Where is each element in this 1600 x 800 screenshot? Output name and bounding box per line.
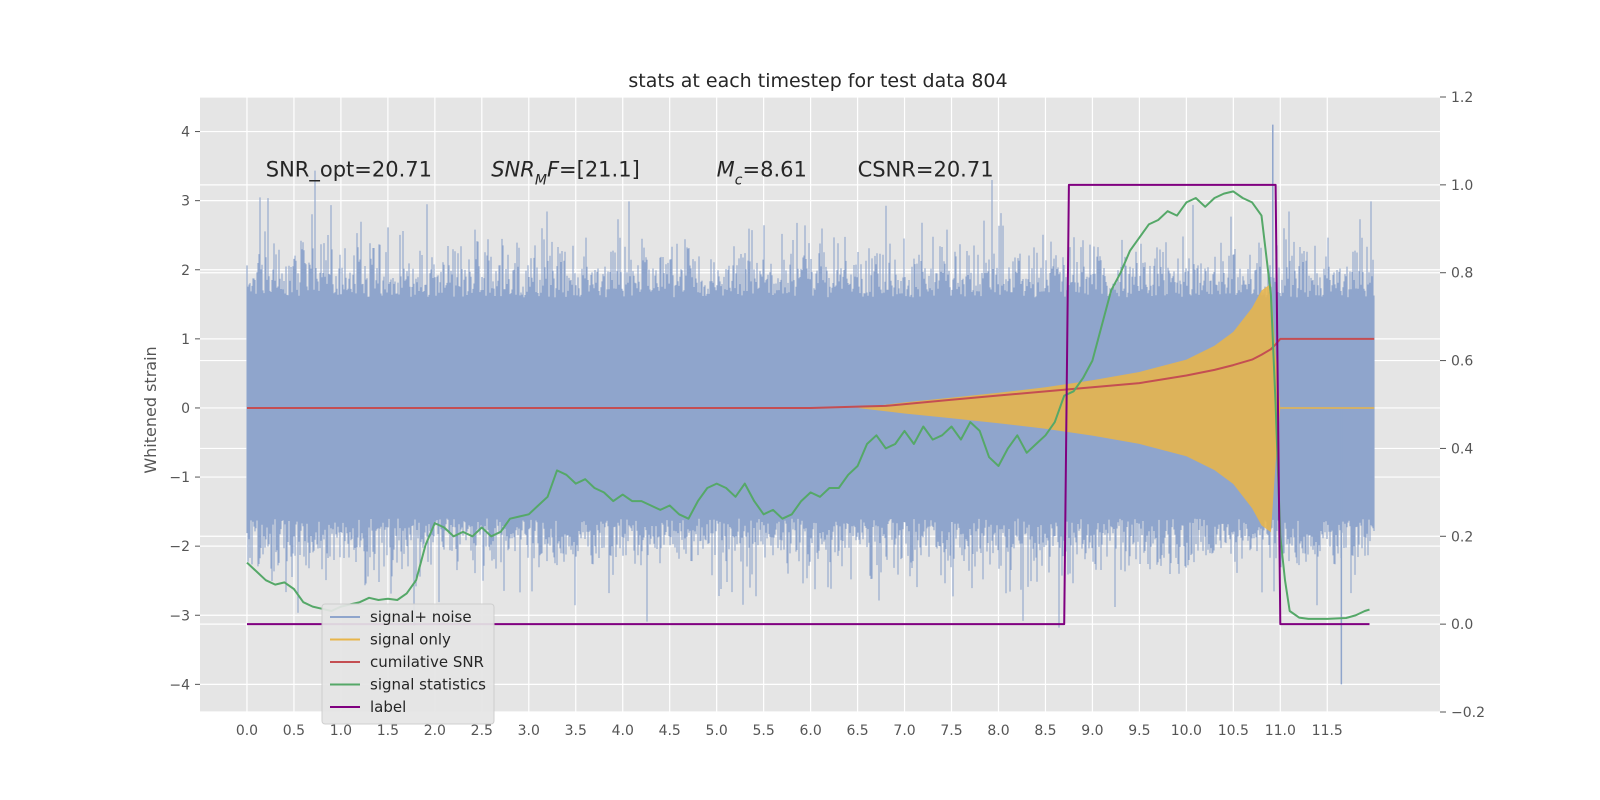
y-tick-label: −1 xyxy=(169,470,190,486)
annotation-part: M xyxy=(717,157,735,181)
annotation-text: SNR_opt=20.71 xyxy=(266,157,432,182)
y-tick-label: 3 xyxy=(181,194,190,210)
x-tick-label: 3.5 xyxy=(565,723,587,739)
y-axis-title: Whitened strain xyxy=(141,346,160,473)
legend-label: signal only xyxy=(370,631,451,649)
annotation-text: SNRMF=[21.1] xyxy=(491,157,640,188)
x-tick-label: 9.5 xyxy=(1128,723,1150,739)
annotation-text: Mc=8.61 xyxy=(717,157,807,188)
x-tick-label: 1.0 xyxy=(330,723,352,739)
x-tick-label: 5.5 xyxy=(753,723,775,739)
y2-tick-label: 0.2 xyxy=(1451,529,1473,545)
x-tick-label: 8.5 xyxy=(1034,723,1056,739)
x-tick-label: 6.0 xyxy=(799,723,821,739)
y-tick-label: 1 xyxy=(181,332,190,348)
x-tick-label: 10.5 xyxy=(1218,723,1249,739)
x-tick-label: 0.5 xyxy=(283,723,305,739)
y-tick-label: −3 xyxy=(169,608,190,624)
y-tick-label: 0 xyxy=(181,401,190,417)
y-tick-label: −2 xyxy=(169,539,190,555)
annotation-part: =[21.1] xyxy=(559,157,640,181)
x-tick-label: 7.5 xyxy=(940,723,962,739)
annotation-part: F xyxy=(547,157,560,181)
series-layer xyxy=(246,124,1375,685)
x-tick-label: 4.5 xyxy=(659,723,681,739)
x-tick-label: 9.0 xyxy=(1081,723,1103,739)
y2-tick-label: −0.2 xyxy=(1451,705,1485,721)
x-tick-label: 8.0 xyxy=(987,723,1009,739)
annotation-text: CSNR=20.71 xyxy=(858,157,994,181)
series-label xyxy=(247,183,1370,626)
y-tick-label: 4 xyxy=(181,125,190,141)
y2-tick-label: 1.2 xyxy=(1451,90,1473,106)
annotation-part: =8.61 xyxy=(742,157,806,181)
legend-label: label xyxy=(370,698,406,716)
y2-tick-label: 0.0 xyxy=(1451,617,1473,633)
x-tick-label: 6.5 xyxy=(846,723,868,739)
annotation-part: SNR xyxy=(491,157,535,181)
series-line xyxy=(246,190,1370,620)
legend: signal+ noise signal only cumilative SNR si… xyxy=(321,603,495,725)
signal-only-fill xyxy=(857,283,1281,533)
x-tick-label: 2.0 xyxy=(424,723,446,739)
axes: 0.0 0.5 1.0 1.5 2.0 2.5 3.0 3.5 4.0 4.5 5.0 5.5 6.0 6… xyxy=(169,90,1485,739)
legend-label: signal+ noise xyxy=(370,608,472,626)
series-cumilative-snr xyxy=(247,337,1375,409)
y-tick-label: 2 xyxy=(181,263,190,279)
y2-tick-label: 0.6 xyxy=(1451,354,1473,370)
x-tick-label: 5.0 xyxy=(706,723,728,739)
y2-tick-label: 1.0 xyxy=(1451,178,1473,194)
series-signal-only xyxy=(857,283,1375,533)
series-line xyxy=(247,337,1375,409)
x-tick-label: 4.0 xyxy=(612,723,634,739)
y2-tick-label: 0.4 xyxy=(1451,441,1473,457)
x-tick-label: 1.5 xyxy=(377,723,399,739)
annotation-part: c xyxy=(735,172,743,188)
y2-tick-label: 0.8 xyxy=(1451,266,1473,282)
legend-label: signal statistics xyxy=(370,676,486,694)
x-tick-label: 11.5 xyxy=(1312,723,1343,739)
chart-title: stats at each timestep for test data 804 xyxy=(628,70,1007,92)
x-tick-label: 7.0 xyxy=(893,723,915,739)
x-tick-label: 2.5 xyxy=(471,723,493,739)
annotation-part: M xyxy=(535,172,547,188)
y-tick-label: −4 xyxy=(169,677,190,693)
x-tick-label: 3.0 xyxy=(518,723,540,739)
x-tick-label: 0.0 xyxy=(236,723,258,739)
x-tick-label: 11.0 xyxy=(1265,723,1296,739)
series-line xyxy=(247,183,1370,626)
annotations: SNR_opt=20.71 SNRMF=[21.1] Mc=8.61 CSNR=20.… xyxy=(266,157,994,188)
legend-box xyxy=(321,603,495,725)
x-tick-label: 10.0 xyxy=(1171,723,1202,739)
series-signal-statistics xyxy=(246,190,1370,620)
legend-label: cumilative SNR xyxy=(370,653,484,671)
